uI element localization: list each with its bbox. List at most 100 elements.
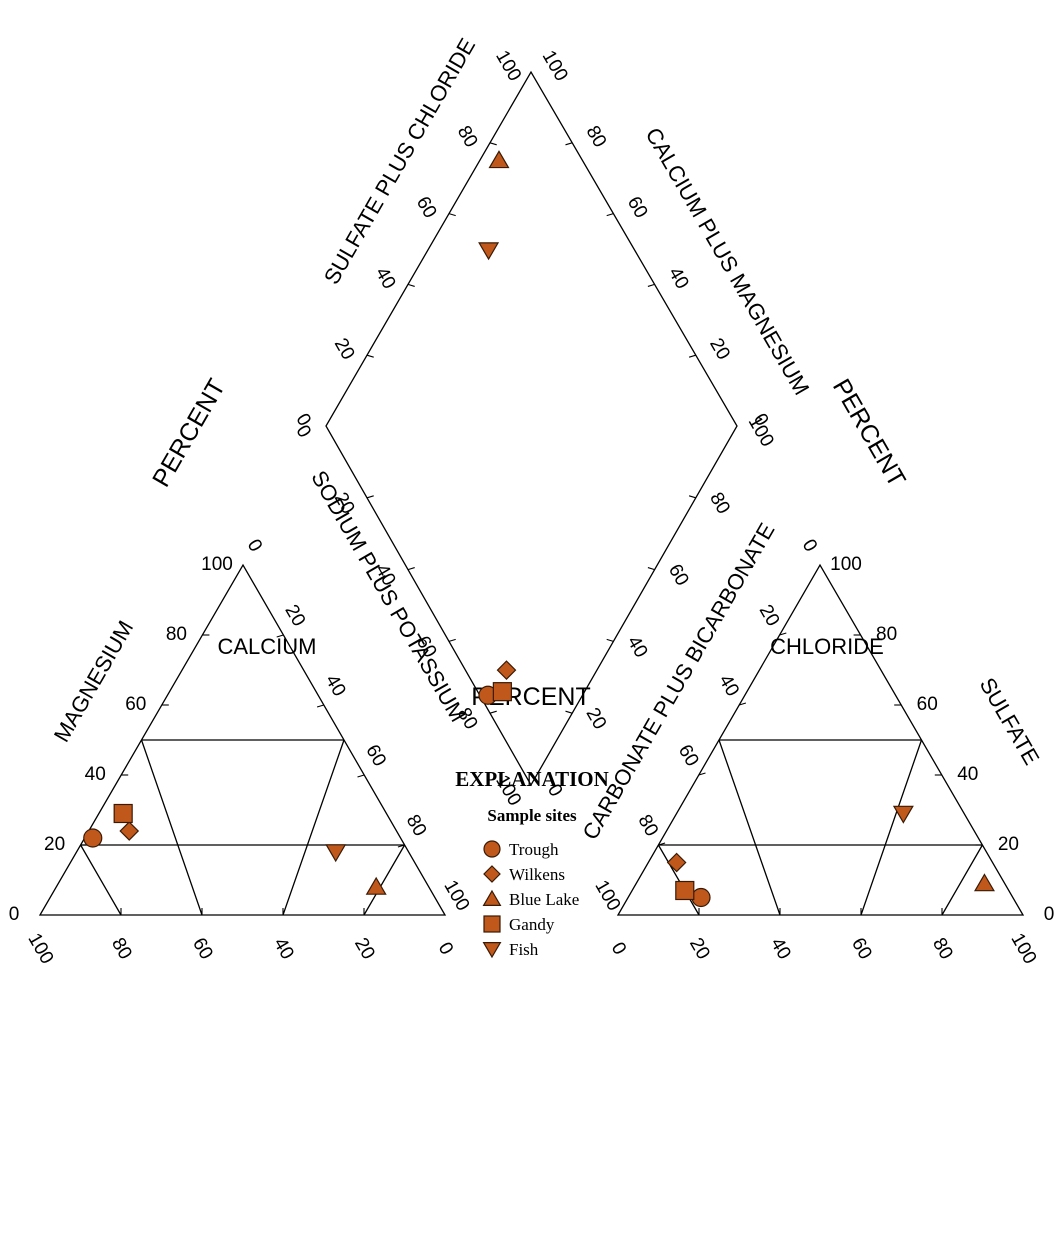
point-diamond-blue-lake [488, 150, 510, 169]
cation-right-tick [688, 495, 696, 499]
sulfate-tick-label: 20 [998, 834, 1019, 855]
magnesium-tick-label: 0 [9, 904, 20, 925]
legend-label-wilkens: Wilkens [509, 865, 565, 884]
sodium-potassium-tick [316, 704, 324, 708]
sodium-potassium-tick [397, 844, 405, 848]
chloride-tick-label: 80 [928, 934, 957, 963]
point-anion-blue-lake [973, 873, 995, 892]
sodium-potassium-tick-label: 80 [402, 811, 431, 840]
anion-line-d [860, 739, 923, 916]
sulfate-chloride-tick-label: 80 [453, 122, 482, 151]
magnesium-tick-label: 60 [125, 694, 146, 715]
legend-marker-wilkens [483, 865, 501, 883]
percent-label-left: PERCENT [147, 374, 231, 491]
sulfate-chloride-tick-label: 60 [412, 193, 441, 222]
legend-label-gandy: Gandy [509, 915, 555, 934]
legend-marker-gandy [483, 915, 501, 933]
calcium-magnesium-tick-label: 100 [538, 47, 572, 85]
point-cation-gandy [113, 803, 133, 824]
carbonate-tick-label: 40 [714, 671, 743, 700]
point-anion-fish [892, 805, 914, 824]
sodium-potassium-tick-label: 0 [243, 536, 266, 556]
axis-labels: CALCIUM CHLORIDE PERCENT MAGNESIUM SODIU… [49, 34, 1045, 844]
point-anion-gandy [675, 880, 695, 901]
carbonate-tick-label: 20 [755, 601, 784, 630]
magnesium-tick-label: 40 [85, 764, 106, 785]
calcium-magnesium-tick [647, 283, 655, 287]
sodium-potassium-tick-label: 20 [280, 601, 309, 630]
cation-right-tick [565, 710, 573, 714]
point-diamond-gandy [492, 682, 512, 702]
calcium-magnesium-axis-label: CALCIUM PLUS MAGNESIUM [641, 123, 815, 399]
carbonate-tick [779, 632, 787, 636]
sulfate-chloride-tick [489, 142, 497, 146]
carbonate-tick-label: 0 [798, 536, 821, 556]
sodium-potassium-tick-label: 100 [439, 877, 473, 915]
sulfate-tick-label: 100 [830, 554, 862, 575]
sulfate-axis-label: SULFATE [975, 673, 1045, 769]
anion-line-b [941, 844, 983, 916]
sulfate-tick-label: 0 [1044, 904, 1055, 925]
sodium-potassium-tick [276, 634, 284, 638]
calcium-tick-label: 20 [350, 934, 379, 963]
calcium-magnesium-tick [688, 354, 696, 358]
cation-line-b [363, 844, 406, 916]
point-cation-wilkens [119, 821, 140, 841]
calcium-magnesium-tick-label: 60 [623, 193, 652, 222]
carbonate-tick [739, 702, 747, 706]
legend-items: Trough Wilkens Blue Lake Gandy Fish [482, 840, 579, 959]
anion-left-tick [448, 638, 456, 642]
chloride-tick-label: 20 [685, 934, 714, 963]
sulfate-tick-label: 80 [876, 624, 897, 645]
anion-left-tick [489, 710, 497, 714]
calcium-magnesium-tick-label: 40 [664, 264, 693, 293]
legend-subtitle: Sample sites [487, 806, 577, 825]
cation-line-d [282, 739, 345, 916]
carbonate-tick-label: 80 [633, 811, 662, 840]
anion-left-tick [366, 495, 374, 499]
point-cation-fish [325, 844, 347, 863]
cation-right-tick-label: 60 [664, 561, 693, 590]
calcium-tick-label: 0 [434, 939, 457, 959]
cation-right-tick [647, 567, 655, 571]
sulfate-chloride-tick-label: 20 [330, 335, 359, 364]
point-cation-blue-lake [365, 876, 387, 895]
chloride-tick-label: 0 [607, 939, 630, 959]
point-anion-wilkens [666, 852, 687, 873]
carbonate-tick-label: 100 [590, 877, 624, 915]
sulfate-chloride-tick-label: 40 [371, 264, 400, 293]
anion-line-c [718, 739, 781, 916]
legend-label-fish: Fish [509, 940, 539, 959]
legend: EXPLANATION Sample sites Trough Wilkens Bl… [455, 767, 609, 959]
magnesium-tick-label: 20 [44, 834, 65, 855]
sample-points [83, 150, 995, 908]
sodium-potassium-tick-label: 60 [361, 741, 390, 770]
sulfate-chloride-tick [448, 213, 456, 217]
chloride-tick-label: 40 [766, 934, 795, 963]
sulfate-tick-label: 40 [957, 764, 978, 785]
percent-label-right: PERCENT [827, 374, 911, 491]
cation-line-a [80, 844, 122, 916]
legend-marker-blue-lake [482, 889, 502, 907]
carbonate-tick [658, 842, 666, 846]
chloride-tick-label: 100 [1006, 930, 1040, 968]
magnesium-tick-label: 100 [201, 554, 233, 575]
sulfate-tick-label: 60 [917, 694, 938, 715]
sodium-potassium-tick [357, 774, 365, 778]
central-diamond [325, 70, 738, 787]
calcium-magnesium-tick-label: 80 [582, 122, 611, 151]
anion-bottom-label: CHLORIDE [770, 634, 884, 659]
calcium-magnesium-tick [565, 142, 573, 146]
calcium-magnesium-tick [606, 213, 614, 217]
diagram-frames [38, 70, 1025, 916]
calcium-tick-label: 100 [23, 930, 57, 968]
magnesium-axis-label: MAGNESIUM [49, 616, 138, 746]
cation-right-tick-label: 80 [705, 489, 734, 518]
sodium-potassium-tick-label: 40 [321, 671, 350, 700]
cation-line-c [140, 739, 203, 916]
point-cation-trough [83, 828, 103, 848]
sulfate-chloride-tick [407, 283, 415, 287]
calcium-tick-label: 40 [269, 934, 298, 963]
calcium-tick-label: 60 [188, 934, 217, 963]
